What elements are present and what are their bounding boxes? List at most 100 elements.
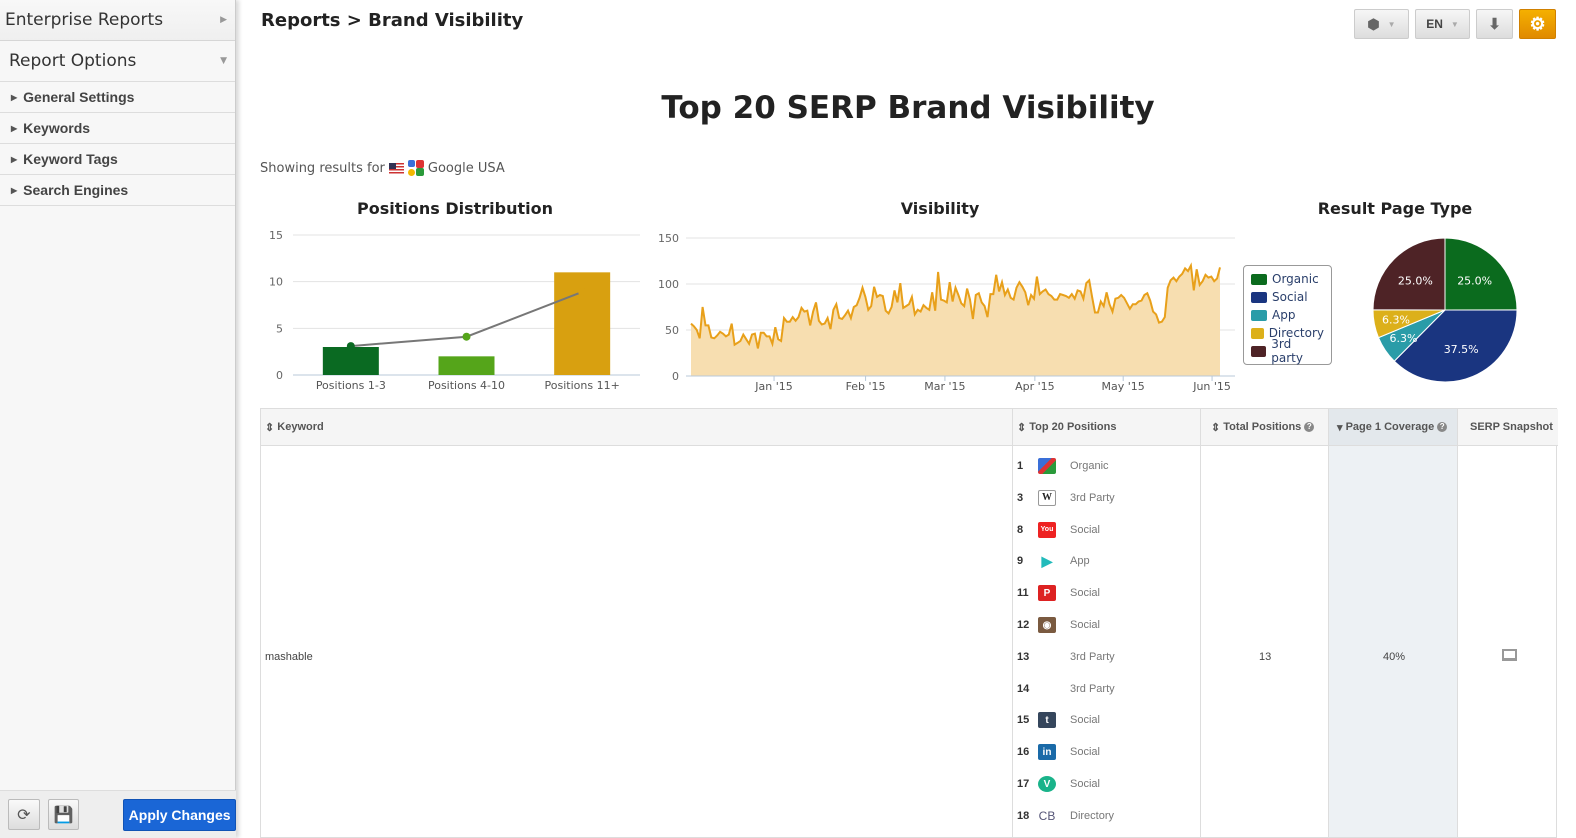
y-tick-label: 50 [665, 324, 679, 337]
visibility-line [690, 262, 1221, 349]
keyword-value: mashable [265, 651, 313, 663]
x-tick-label: Feb '15 [846, 380, 886, 393]
view-dropdown[interactable]: ⬢ ▼ [1354, 9, 1409, 39]
top20-positions-cell: 1 Organic 3 W 3rd Party 8 You Social 9 ▶ App 11 P Soc… [1013, 446, 1201, 837]
instagram-icon: ◉ [1038, 617, 1056, 633]
x-tick-label: Positions 11+ [545, 379, 620, 392]
positions-distribution-chart: 0 5 10 15 Positions 1-3 Positions 4-10 Positio… [269, 229, 640, 392]
result-type: 3rd Party [1070, 491, 1115, 504]
apply-changes-button[interactable]: Apply Changes [123, 798, 236, 831]
y-tick-label: 0 [276, 369, 283, 382]
pie-legend: Organic Social App Directory 3rd party [1243, 265, 1332, 365]
sidebar-item-label: Keywords [23, 120, 91, 136]
help-icon[interactable]: ? [1304, 422, 1315, 432]
save-button[interactable]: 💾 [47, 799, 80, 830]
gear-icon: ⚙ [1529, 13, 1546, 34]
legend-item[interactable]: Directory [1251, 324, 1324, 342]
bar [322, 347, 379, 375]
legend-swatch [1251, 327, 1264, 339]
position-number: 16 [1017, 746, 1030, 759]
position-item: 14 3rd Party [1017, 673, 1115, 705]
help-icon[interactable]: ? [1437, 422, 1448, 432]
tumblr-icon: t [1038, 712, 1056, 729]
visibility-area [691, 265, 1220, 376]
expand-icon: ▶ [11, 92, 18, 102]
cube-icon: ⬢ [1367, 15, 1380, 32]
blank-icon [1038, 649, 1056, 665]
position-number: 9 [1017, 555, 1024, 568]
x-tick-label: Mar '15 [924, 380, 965, 393]
pie-label: 25.0% [1457, 274, 1492, 287]
position-number: 3 [1017, 491, 1024, 504]
chevron-down-icon: ▼ [1387, 19, 1396, 29]
position-item: 16 in Social [1017, 736, 1100, 768]
position-item: 3 W 3rd Party [1017, 482, 1115, 514]
position-number: 18 [1017, 809, 1030, 822]
positions-distribution-title: Positions Distribution [356, 199, 553, 218]
total-positions-value: 13 [1259, 651, 1272, 663]
position-number: 17 [1017, 778, 1030, 790]
result-type: Social [1070, 523, 1100, 536]
google-icon [1038, 458, 1056, 474]
bar [438, 356, 495, 375]
report-options-label: Report Options [9, 51, 137, 71]
search-engine-name: Google USA [427, 160, 505, 176]
legend-item[interactable]: Organic [1251, 270, 1324, 288]
serp-snapshot-cell [1458, 446, 1558, 837]
y-tick-label: 15 [269, 229, 283, 242]
result-type: Social [1070, 619, 1100, 631]
result-type: Social [1070, 587, 1100, 600]
position-number: 1 [1017, 460, 1024, 472]
col-header-top20[interactable]: ⇕ Top 20 Positions [1013, 409, 1201, 446]
report-title: Top 20 SERP Brand Visibility [661, 90, 1155, 126]
pie-slice [1444, 237, 1518, 311]
legend-label: Organic [1272, 272, 1319, 286]
download-button[interactable]: ⬇ [1476, 9, 1513, 39]
x-tick-label: May '15 [1102, 380, 1145, 393]
y-tick-label: 10 [269, 276, 283, 289]
position-item: 12 ◉ Social [1017, 609, 1100, 641]
result-type: Social [1070, 778, 1100, 790]
pie-label: 6.3% [1382, 314, 1410, 327]
results-table: ⇕ Keyword ⇕ Top 20 Positions ⇕ Total Pos… [260, 408, 1558, 838]
settings-button[interactable]: ⚙ [1519, 9, 1556, 39]
legend-item[interactable]: 3rd party [1251, 337, 1324, 365]
showing-results: Showing results for Google USA [260, 160, 505, 176]
sidebar-title: Enterprise Reports [5, 10, 164, 30]
col-header-page1-coverage[interactable]: ▾ Page 1 Coverage? [1329, 409, 1458, 446]
refresh-button[interactable]: ⟳ [8, 799, 40, 830]
result-type: 3rd Party [1070, 650, 1115, 663]
position-number: 13 [1017, 650, 1030, 663]
showing-label: Showing results for [260, 160, 385, 176]
col-header-serp-snapshot: SERP Snapshot [1458, 409, 1558, 446]
report-options-header[interactable]: Report Options ▼ [0, 41, 235, 82]
legend-item[interactable]: App [1251, 306, 1324, 324]
position-item: 17 V Social [1017, 768, 1100, 800]
y-tick-label: 5 [276, 322, 283, 335]
col-header-keyword[interactable]: ⇕ Keyword [261, 409, 1013, 446]
sidebar-item-keyword-tags[interactable]: ▶ Keyword Tags [0, 144, 235, 175]
legend-item[interactable]: Social [1251, 288, 1324, 306]
toolbar: ⬢ ▼ EN ▼ ⬇ ⚙ [1354, 9, 1556, 39]
col-header-total-positions[interactable]: ⇕ Total Positions? [1201, 409, 1329, 446]
coverage-value: 40% [1383, 651, 1406, 663]
expand-icon: ▶ [11, 123, 18, 133]
trend-point [578, 287, 587, 296]
position-number: 12 [1017, 619, 1030, 631]
breadcrumb: Reports > Brand Visibility [261, 10, 524, 31]
sidebar-item-search-engines[interactable]: ▶ Search Engines [0, 175, 235, 206]
blank-icon [1038, 681, 1056, 697]
enterprise-reports-header[interactable]: Enterprise Reports ▶ [0, 0, 235, 41]
pie-slice [1372, 237, 1446, 311]
sidebar-item-keywords[interactable]: ▶ Keywords [0, 113, 235, 144]
result-page-type-title: Result Page Type [1317, 199, 1473, 218]
result-page-type-pie: 25.0% 37.5% 6.3% 6.3% 25.0% [1372, 237, 1518, 383]
language-dropdown[interactable]: EN ▼ [1415, 9, 1470, 39]
y-tick-label: 150 [658, 232, 679, 245]
sidebar-item-general-settings[interactable]: ▶ General Settings [0, 82, 235, 113]
legend-swatch [1251, 291, 1267, 303]
bar [554, 272, 611, 375]
header-label: Top 20 Positions [1029, 421, 1117, 433]
monitor-icon[interactable] [1502, 649, 1517, 661]
result-type: Organic [1070, 460, 1109, 472]
